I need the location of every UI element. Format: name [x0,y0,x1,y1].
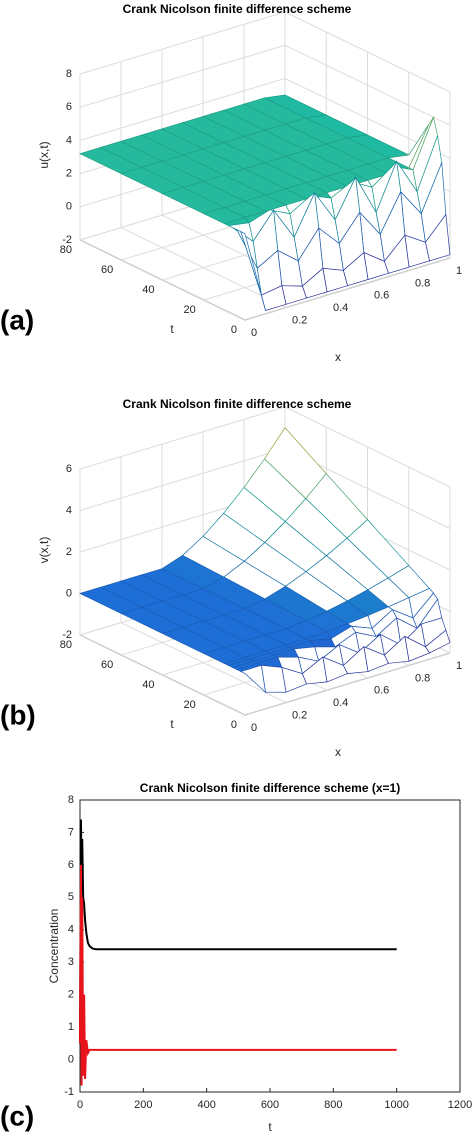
grid-line [284,11,451,93]
y-tick-label: 0 [68,1053,74,1065]
x-tick-label: 1200 [448,1099,472,1111]
x-tick-label: 0.2 [292,315,307,327]
grid-line [244,652,451,716]
y-tick-label: 3 [68,956,74,968]
grid-line [244,257,451,321]
x-tick-label: 1 [456,660,462,672]
x-tick-label: 0.6 [374,290,389,302]
z-tick-label: 0 [66,201,72,213]
data-line [79,819,397,1044]
y-tick-label: 20 [184,304,196,316]
y-axis-label: Concentration [47,909,61,984]
panel-label: (a) [0,304,34,335]
x-tick-label: 0 [251,722,257,734]
panel-label: (b) [0,699,36,730]
y-tick-label: 40 [142,679,154,691]
x-tick-label: 800 [324,1099,342,1111]
x-tick-label: 400 [197,1099,215,1111]
x-axis-label: x [335,745,341,759]
z-axis-label: v(x,t) [37,537,51,564]
y-tick-label: 5 [68,891,74,903]
y-tick-label: 80 [60,244,72,256]
x-tick-label: 0.8 [415,672,430,684]
x-tick-label: 1000 [384,1099,408,1111]
grid-line [79,406,286,470]
z-axis-label: u(x,t) [37,141,51,168]
grid-line [79,11,286,75]
plot-area [79,799,461,1093]
surface-patch [240,231,266,311]
y-axis-label: t [170,717,174,731]
x-tick-label: 0.8 [415,277,430,289]
z-tick-label: 0 [66,587,72,599]
data-line [79,864,397,1086]
x-tick-label: 0 [251,327,257,339]
z-tick-label: 4 [66,504,72,516]
y-axis-label: t [170,322,174,336]
z-tick-label: 6 [66,101,72,113]
y-tick-label: 0 [231,324,237,336]
y-tick-label: 2 [68,989,74,1001]
chart-title: Crank Nicolson finite difference scheme … [140,781,400,795]
grid-line [79,448,286,511]
z-tick-label: -2 [62,234,72,246]
z-tick-label: 6 [66,463,72,475]
panel-label: (c) [0,1100,34,1131]
z-tick-label: 8 [66,68,72,80]
y-tick-label: 0 [231,719,237,731]
chart-title: Crank Nicolson finite difference scheme [123,2,352,16]
x-axis-label: x [335,350,341,364]
x-tick-label: 0.4 [333,697,348,709]
y-tick-label: 4 [68,924,74,936]
y-tick-label: 60 [101,264,113,276]
z-tick-label: 2 [66,546,72,558]
x-tick-label: 600 [261,1099,279,1111]
x-tick-label: 1 [456,265,462,277]
y-tick-label: 20 [184,699,196,711]
z-tick-label: 2 [66,168,72,180]
z-tick-label: 4 [66,134,72,146]
grid-line [284,406,451,488]
y-tick-label: 8 [68,794,74,806]
x-axis-label: t [268,1120,272,1134]
grid-line [284,44,451,126]
chart-title: Crank Nicolson finite difference scheme [123,397,352,411]
x-tick-label: 0.2 [292,710,307,722]
y-tick-label: 60 [101,659,113,671]
y-tick-label: 40 [142,284,154,296]
grid-line [79,44,286,108]
surface-patch [239,664,266,694]
grid-line [79,77,286,141]
y-tick-label: 80 [60,639,72,651]
y-tick-label: -1 [64,1086,74,1098]
z-tick-label: -2 [62,629,72,641]
x-tick-label: 200 [134,1099,152,1111]
y-tick-label: 1 [68,1021,74,1033]
x-tick-label: 0.4 [333,302,348,314]
y-tick-label: 6 [68,859,74,871]
y-tick-label: 7 [68,826,74,838]
x-tick-label: 0.6 [374,685,389,697]
x-tick-label: 0 [77,1099,83,1111]
